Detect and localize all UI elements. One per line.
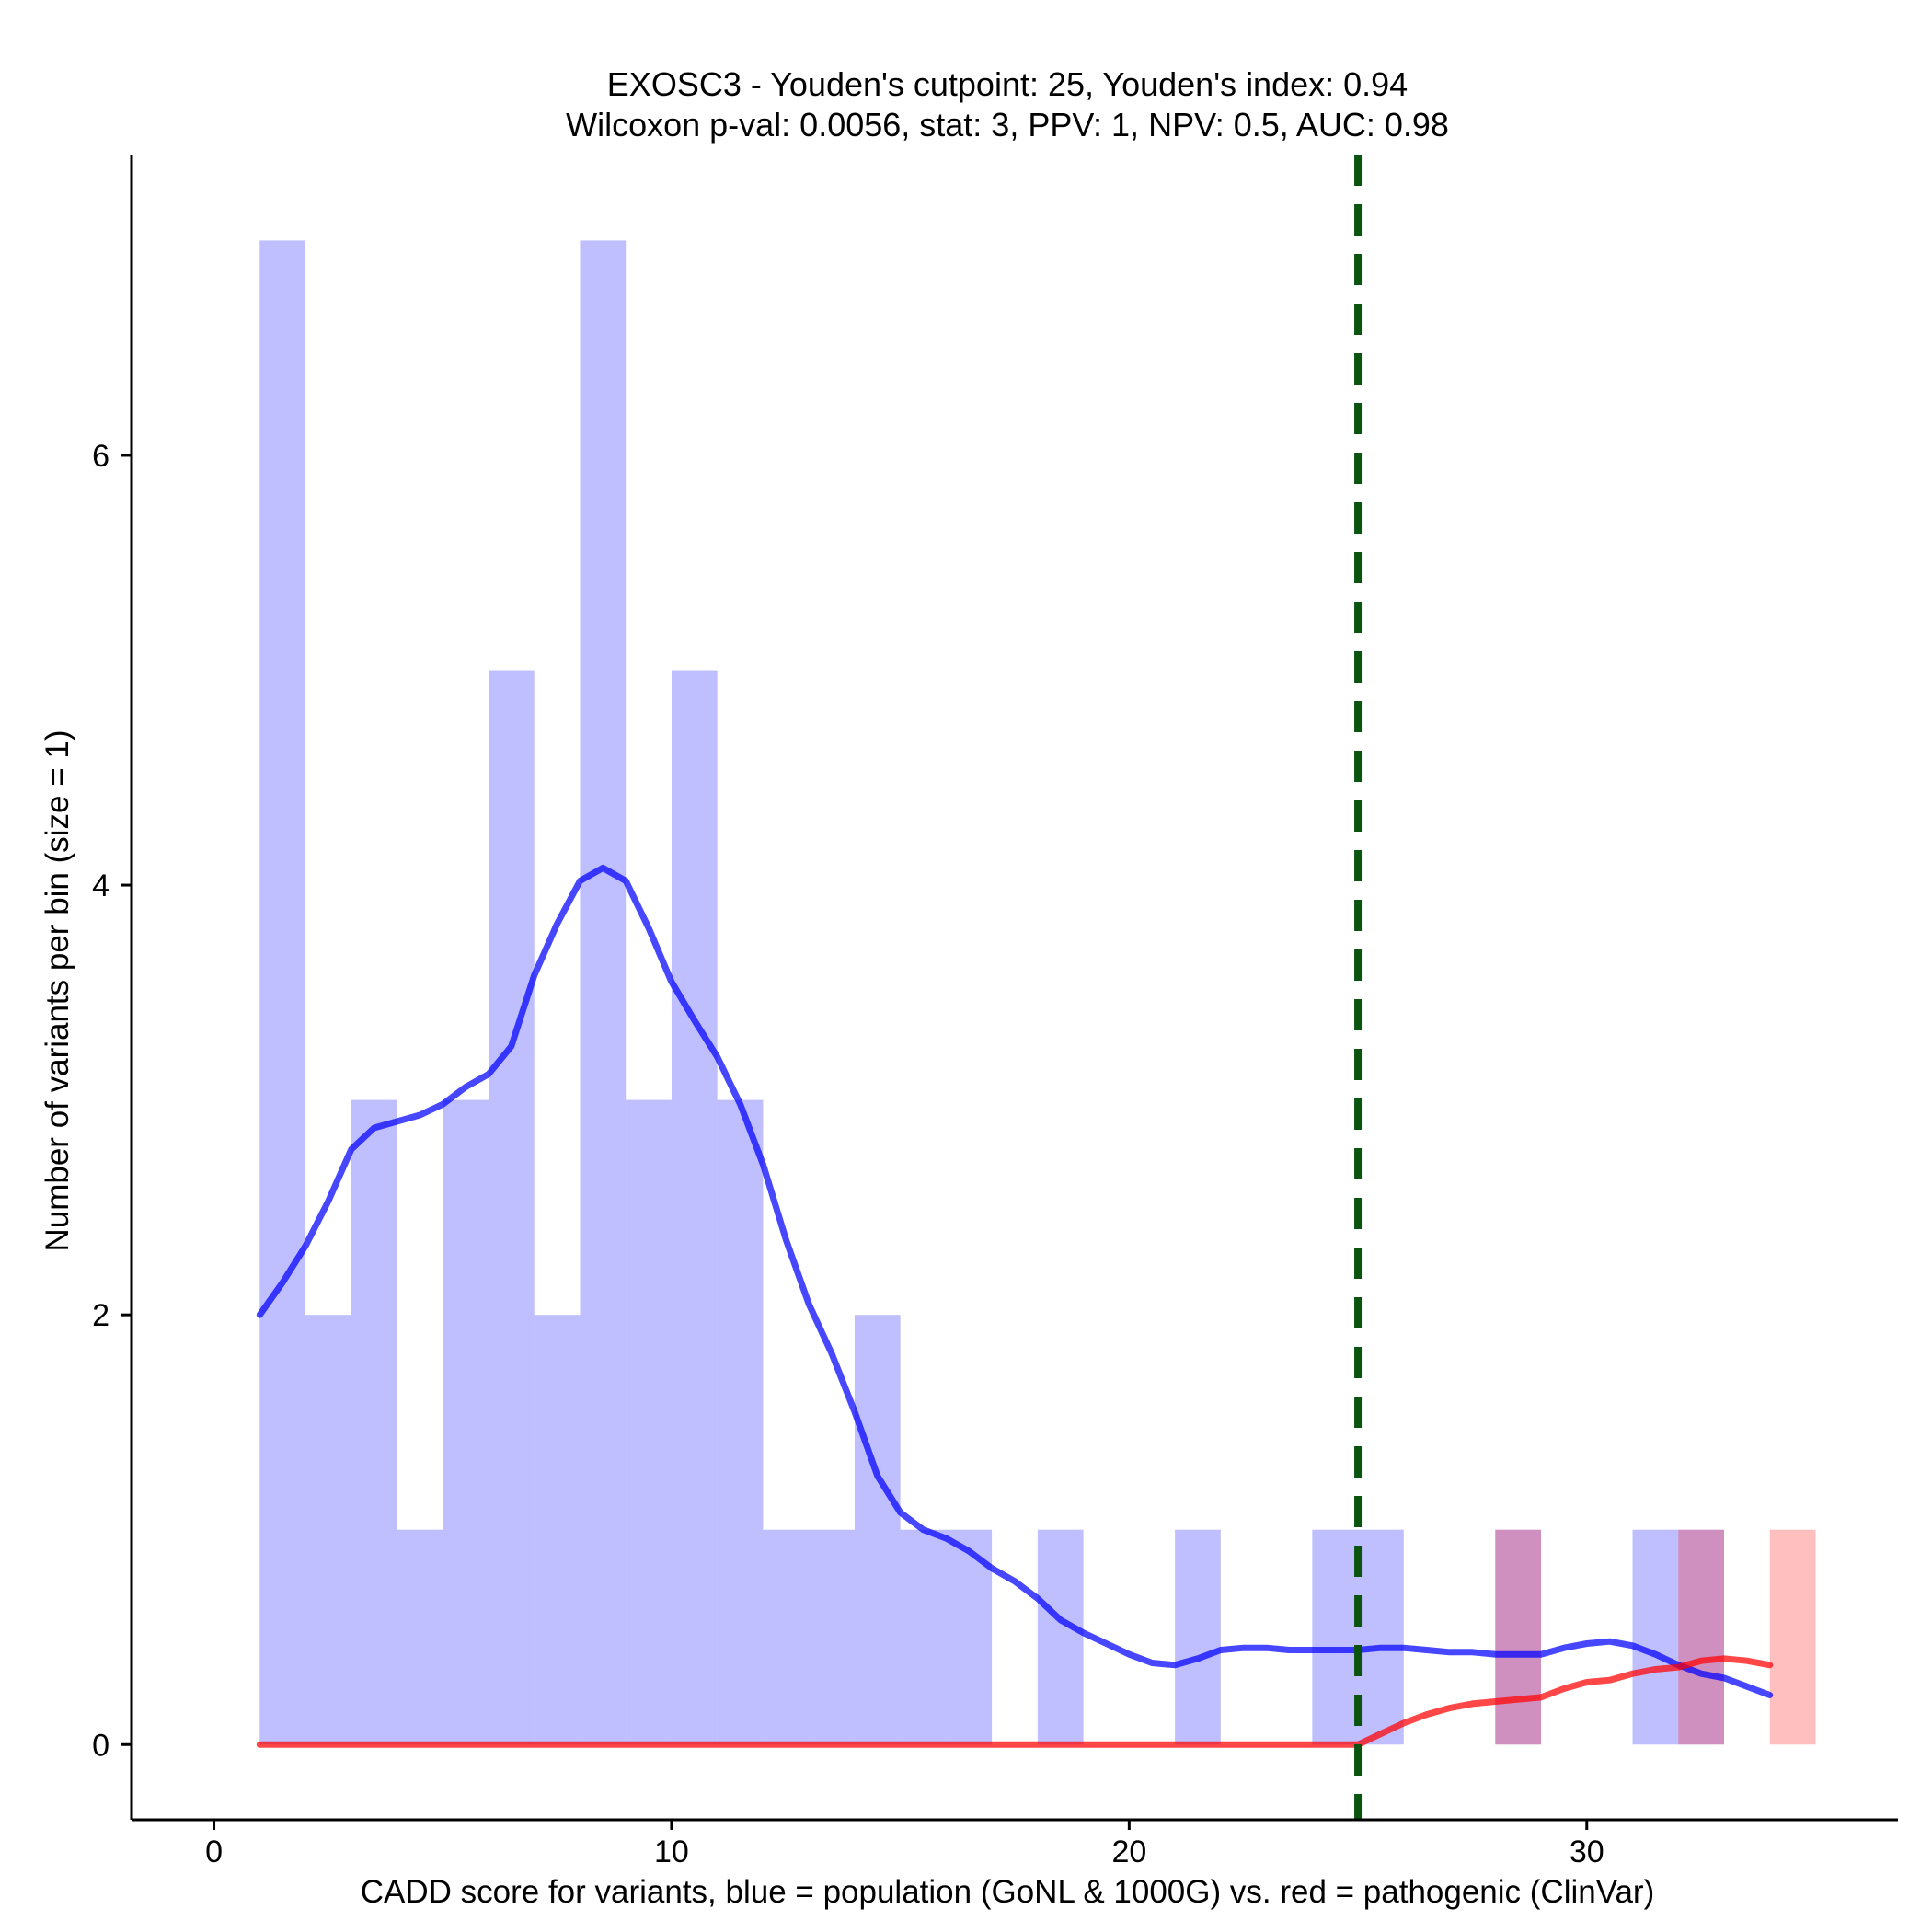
y-tick-label-6: 6 xyxy=(92,439,109,474)
x-tick-label-10: 10 xyxy=(654,1834,689,1869)
pathogenic-bar-2 xyxy=(1769,1529,1816,1745)
population-bar-12 xyxy=(809,1529,855,1745)
chart-title-line-2: Wilcoxon p-val: 0.0056, stat: 3, PPV: 1,… xyxy=(566,106,1449,144)
population-bar-16 xyxy=(1037,1529,1084,1745)
x-tick-label-0: 0 xyxy=(205,1834,223,1869)
chart-title-line-1: EXOSC3 - Youden's cutpoint: 25, Youden's… xyxy=(607,65,1408,103)
pathogenic-bar-1 xyxy=(1678,1529,1724,1745)
population-bar-3 xyxy=(397,1529,443,1745)
population-bar-18 xyxy=(1312,1529,1359,1745)
population-bar-9 xyxy=(671,670,718,1745)
population-bar-17 xyxy=(1175,1529,1221,1745)
population-bar-5 xyxy=(488,670,535,1745)
population-bar-14 xyxy=(900,1529,947,1745)
population-bar-19 xyxy=(1358,1529,1404,1745)
population-bar-10 xyxy=(717,1099,764,1745)
population-bar-13 xyxy=(854,1315,901,1745)
y-axis-title: Number of variants per bin (size = 1) xyxy=(40,730,75,1251)
axes xyxy=(130,155,1898,1822)
population-bar-8 xyxy=(626,1099,672,1745)
y-tick-label-0: 0 xyxy=(92,1728,109,1763)
ticks: 0 10 20 30 0 2 4 6 xyxy=(92,439,1604,1869)
population-bar-2 xyxy=(351,1099,397,1745)
histogram-bars xyxy=(259,240,1816,1745)
population-bar-4 xyxy=(443,1099,489,1745)
population-density-curve xyxy=(256,864,1774,1698)
population-bar-0 xyxy=(259,240,306,1745)
population-bar-7 xyxy=(580,240,627,1745)
y-tick-label-4: 4 xyxy=(92,868,109,903)
population-bar-1 xyxy=(305,1315,351,1745)
x-tick-label-30: 30 xyxy=(1570,1834,1604,1869)
pathogenic-density-curve xyxy=(256,1655,1774,1748)
pathogenic-bar-0 xyxy=(1495,1529,1542,1745)
population-bar-21 xyxy=(1632,1529,1679,1745)
population-bar-20 xyxy=(1495,1529,1542,1745)
density-curves xyxy=(256,864,1774,1748)
x-axis-title: CADD score for variants, blue = populati… xyxy=(361,1874,1655,1910)
x-tick-label-20: 20 xyxy=(1111,1834,1146,1869)
population-bar-6 xyxy=(534,1315,581,1745)
population-bar-22 xyxy=(1678,1529,1724,1745)
population-bar-11 xyxy=(763,1529,810,1745)
y-tick-label-2: 2 xyxy=(92,1298,109,1333)
